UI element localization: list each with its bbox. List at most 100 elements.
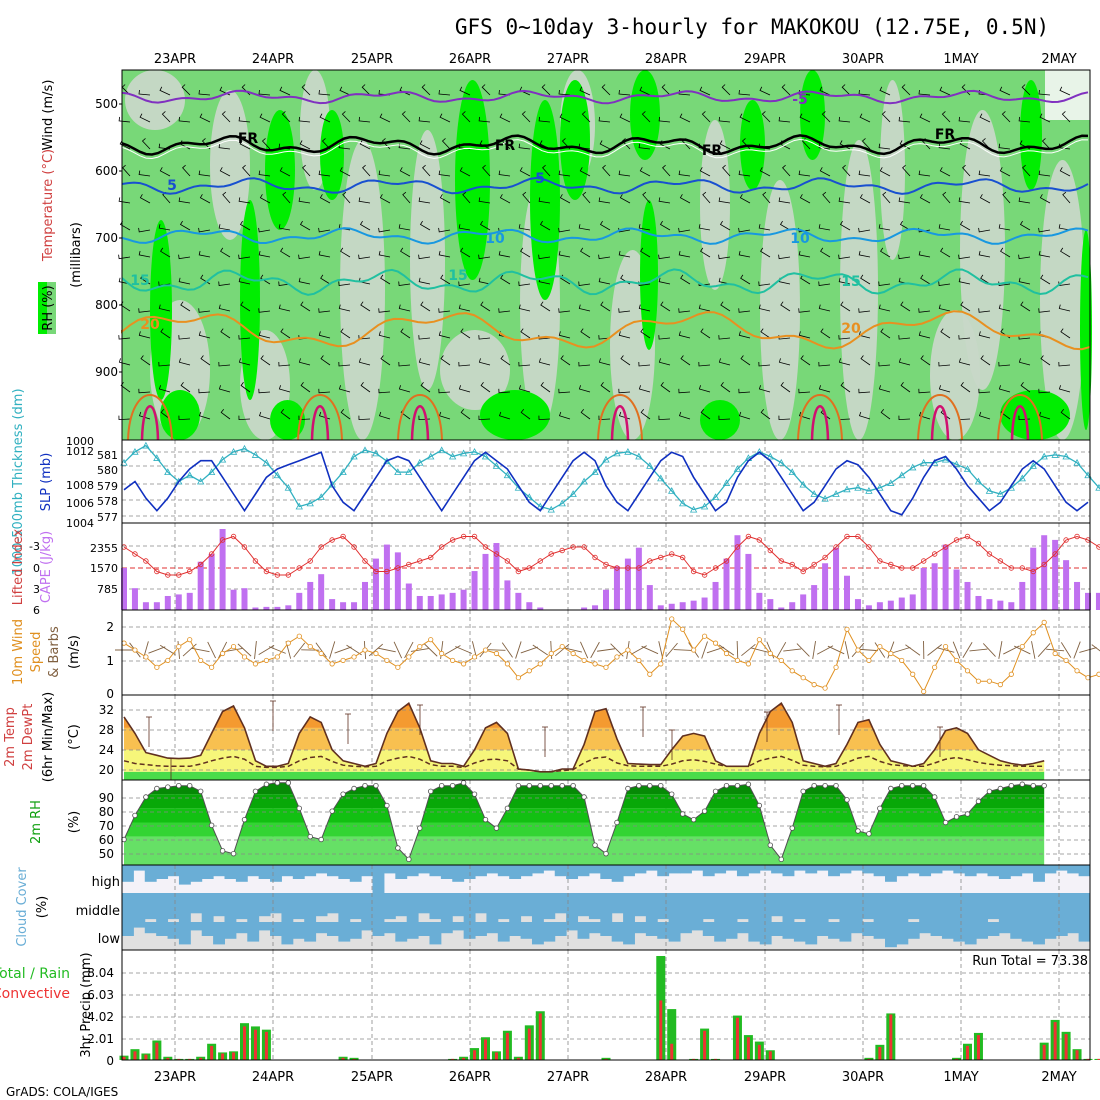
wind-barb: [478, 277, 491, 285]
cloud-low-bar: [953, 922, 966, 942]
cape-bar: [1074, 581, 1081, 610]
cloud-units: (%): [35, 896, 50, 919]
wind10-marker: [778, 657, 784, 664]
wind-barb: [760, 328, 771, 339]
wind10-barb: [844, 641, 850, 659]
rh2m-units: (%): [67, 811, 82, 834]
wind10-marker: [263, 657, 270, 664]
slp-ytick-label: 1004: [66, 517, 94, 530]
wind-barb: [598, 415, 611, 421]
rh2m-marker: [1041, 782, 1047, 789]
precip-frame: [121, 949, 1091, 1061]
cloud-middle-bar: [486, 893, 499, 922]
cloud-middle-bar: [509, 893, 522, 922]
wind-barb: [878, 143, 891, 150]
cloud-middle-bar: [828, 893, 840, 920]
precip-convective-label: Convective: [0, 986, 70, 1002]
wind-barb: [479, 220, 491, 231]
wind-barb: [718, 116, 731, 123]
wind10-marker: [756, 637, 762, 643]
wind-barb: [999, 167, 1011, 177]
wind-barb: [538, 358, 551, 366]
cloud-level-label: middle: [76, 904, 120, 919]
wind-barb: [498, 411, 511, 420]
wind-barb: [580, 328, 591, 339]
rh2m-marker: [581, 794, 587, 800]
cape-bar: [1063, 560, 1070, 610]
wind10-barb: [258, 644, 275, 656]
rh2m-marker: [351, 785, 357, 792]
cloud-low-bar: [588, 922, 601, 934]
cloud-label: Cloud Cover: [15, 867, 30, 947]
wind-barb: [342, 191, 351, 204]
wind-barb: [839, 220, 851, 231]
wind10-marker: [833, 664, 839, 670]
wind10-barb: [796, 643, 810, 657]
wind-barb: [919, 113, 931, 123]
wind-barb: [819, 86, 831, 96]
cloud-high-bar: [634, 865, 647, 874]
precip-convective-bar: [889, 1014, 893, 1060]
wind-barb: [558, 411, 571, 420]
wind-barb: [258, 388, 271, 394]
wind-barb: [820, 247, 831, 258]
wind-barb: [519, 167, 531, 177]
cloud-low-bar: [736, 922, 749, 934]
bottom-date-label: 2MAY: [1041, 1070, 1076, 1085]
precip-convective-bar: [878, 1047, 882, 1060]
cape-bar: [482, 553, 489, 610]
cape-bar: [778, 607, 785, 610]
wind10-barb: [658, 641, 664, 659]
cloud-low-bar: [1044, 922, 1057, 939]
wind-barb: [660, 382, 671, 393]
cloud-high-bar: [258, 865, 271, 879]
wind-barb: [118, 415, 131, 421]
cloud-low-bar: [315, 922, 328, 934]
wind10-marker: [811, 682, 817, 688]
wind-barb: [800, 274, 811, 285]
cape-bar: [1041, 535, 1048, 610]
rh2m-marker: [176, 782, 182, 789]
lifted-index-marker: [274, 572, 281, 578]
top-date-label: 27APR: [547, 52, 589, 67]
wind-barb: [461, 111, 471, 123]
wind-barb: [858, 250, 871, 258]
rh2m-marker: [625, 785, 631, 792]
wind-barb: [861, 138, 871, 150]
thickness-marker: [131, 447, 139, 455]
cloud-high-bar: [1078, 865, 1091, 877]
top-date-label: 2MAY: [1041, 52, 1076, 67]
cloud-high-bar: [793, 865, 806, 871]
cloud-middle-bar: [144, 893, 157, 920]
wind-barb: [738, 250, 751, 258]
wind10-marker: [296, 633, 302, 639]
wind-barb: [719, 220, 731, 231]
cloud-middle-bar: [691, 893, 704, 922]
wind-barb: [278, 304, 291, 312]
wind-barb: [700, 247, 711, 258]
cloud-high-bar: [156, 865, 169, 879]
wind-barb: [518, 304, 531, 312]
rh2m-marker: [285, 780, 292, 786]
cloud-middle-bar: [452, 893, 465, 917]
precip-convective-bar: [341, 1057, 345, 1060]
wind-barb: [678, 89, 691, 96]
lifted-index-marker: [734, 544, 741, 550]
wind-barb: [898, 358, 911, 366]
contour-label: -5: [792, 92, 808, 108]
thickness-marker: [339, 468, 347, 476]
thickness-marker: [843, 485, 851, 493]
thickness-marker: [481, 452, 490, 460]
rh2m-marker: [570, 782, 576, 789]
lifted-index-line: [123, 535, 1100, 576]
cloud-low-bar: [1078, 922, 1091, 942]
wind10-barb: [1073, 641, 1081, 659]
wind-barb: [860, 355, 871, 366]
wind10-marker: [647, 671, 653, 677]
rh2m-marker: [406, 856, 412, 863]
wind-barb: [639, 86, 651, 96]
wind-barb: [818, 304, 831, 312]
wind-barb: [538, 335, 551, 340]
